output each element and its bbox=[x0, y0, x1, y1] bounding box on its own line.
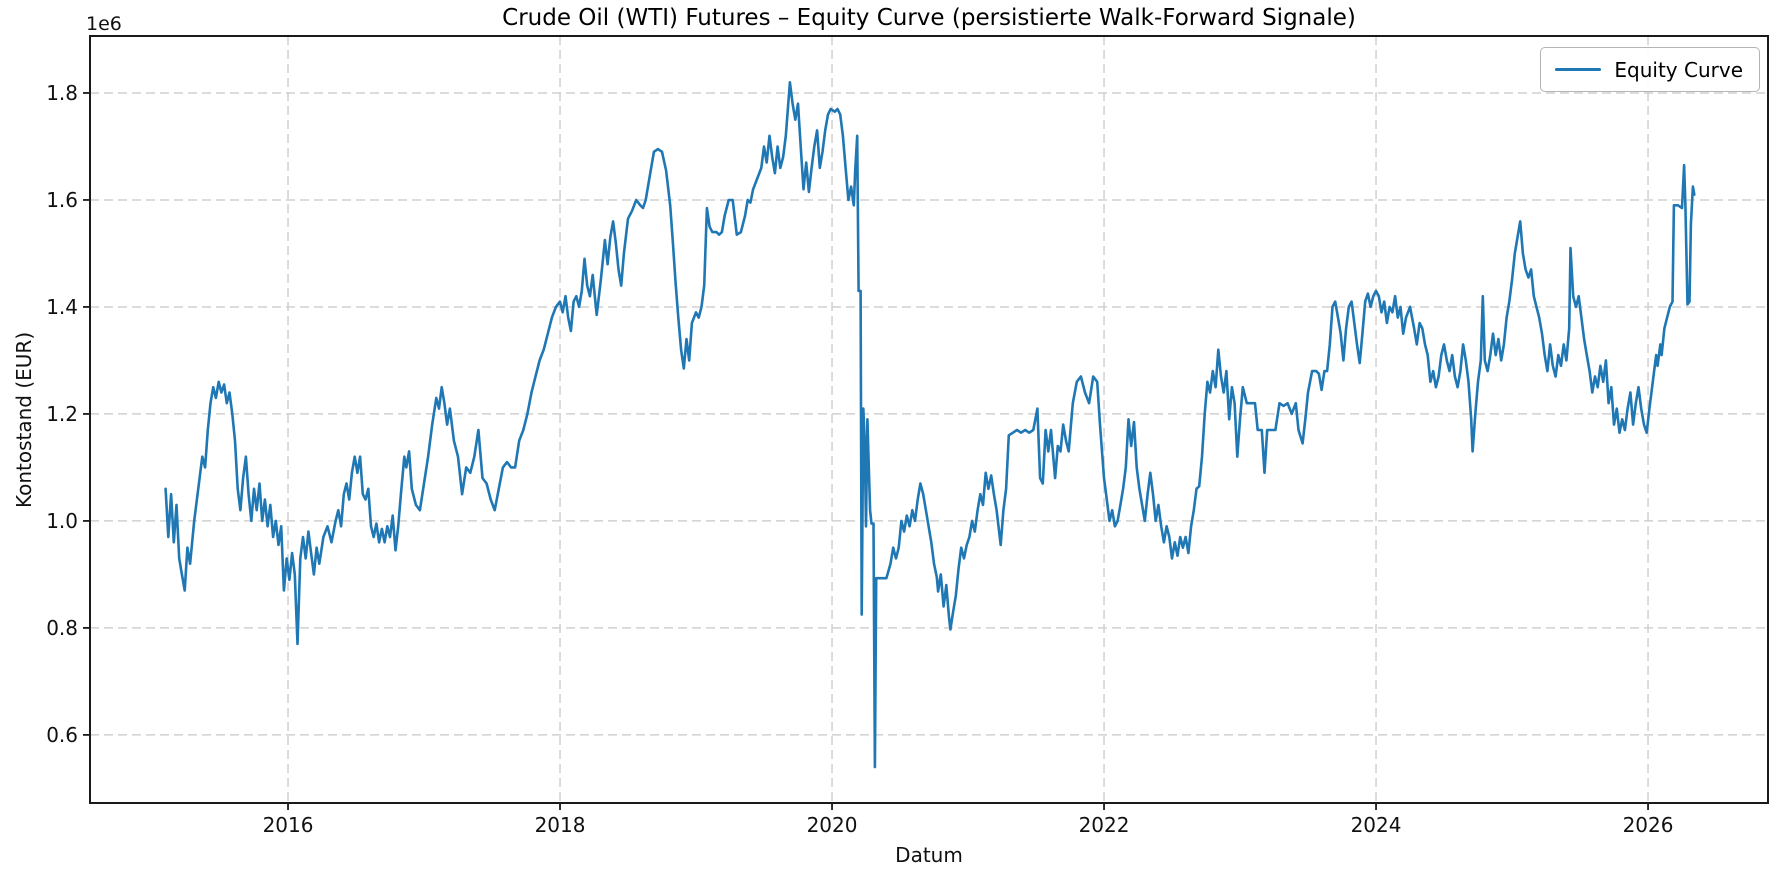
y-tick-label: 1.0 bbox=[46, 509, 78, 533]
plot-border bbox=[89, 35, 1769, 804]
y-tick-label: 1.4 bbox=[46, 295, 78, 319]
x-tick-label: 2018 bbox=[535, 813, 586, 837]
y-tick-label: 0.8 bbox=[46, 616, 78, 640]
x-tick-label: 2026 bbox=[1623, 813, 1674, 837]
y-axis-title: Kontostand (EUR) bbox=[12, 331, 36, 508]
legend-line-sample bbox=[1555, 67, 1602, 72]
y-axis-offset-label: 1e6 bbox=[86, 13, 122, 35]
chart-title: Crude Oil (WTI) Futures – Equity Curve (… bbox=[502, 5, 1356, 31]
equity-curve-line bbox=[164, 81, 1696, 769]
legend-entry-label: Equity Curve bbox=[1614, 57, 1743, 82]
y-tick-label: 1.8 bbox=[46, 81, 78, 105]
y-tick-label: 1.6 bbox=[46, 188, 78, 212]
legend: Equity Curve bbox=[1540, 47, 1760, 92]
x-axis-title: Datum bbox=[895, 843, 963, 867]
x-tick-label: 2022 bbox=[1079, 813, 1130, 837]
y-tick-label: 0.6 bbox=[46, 723, 78, 747]
x-tick-label: 2020 bbox=[807, 813, 858, 837]
x-tick-label: 2024 bbox=[1351, 813, 1402, 837]
x-tick-label: 2016 bbox=[263, 813, 314, 837]
y-tick-label: 1.2 bbox=[46, 402, 78, 426]
